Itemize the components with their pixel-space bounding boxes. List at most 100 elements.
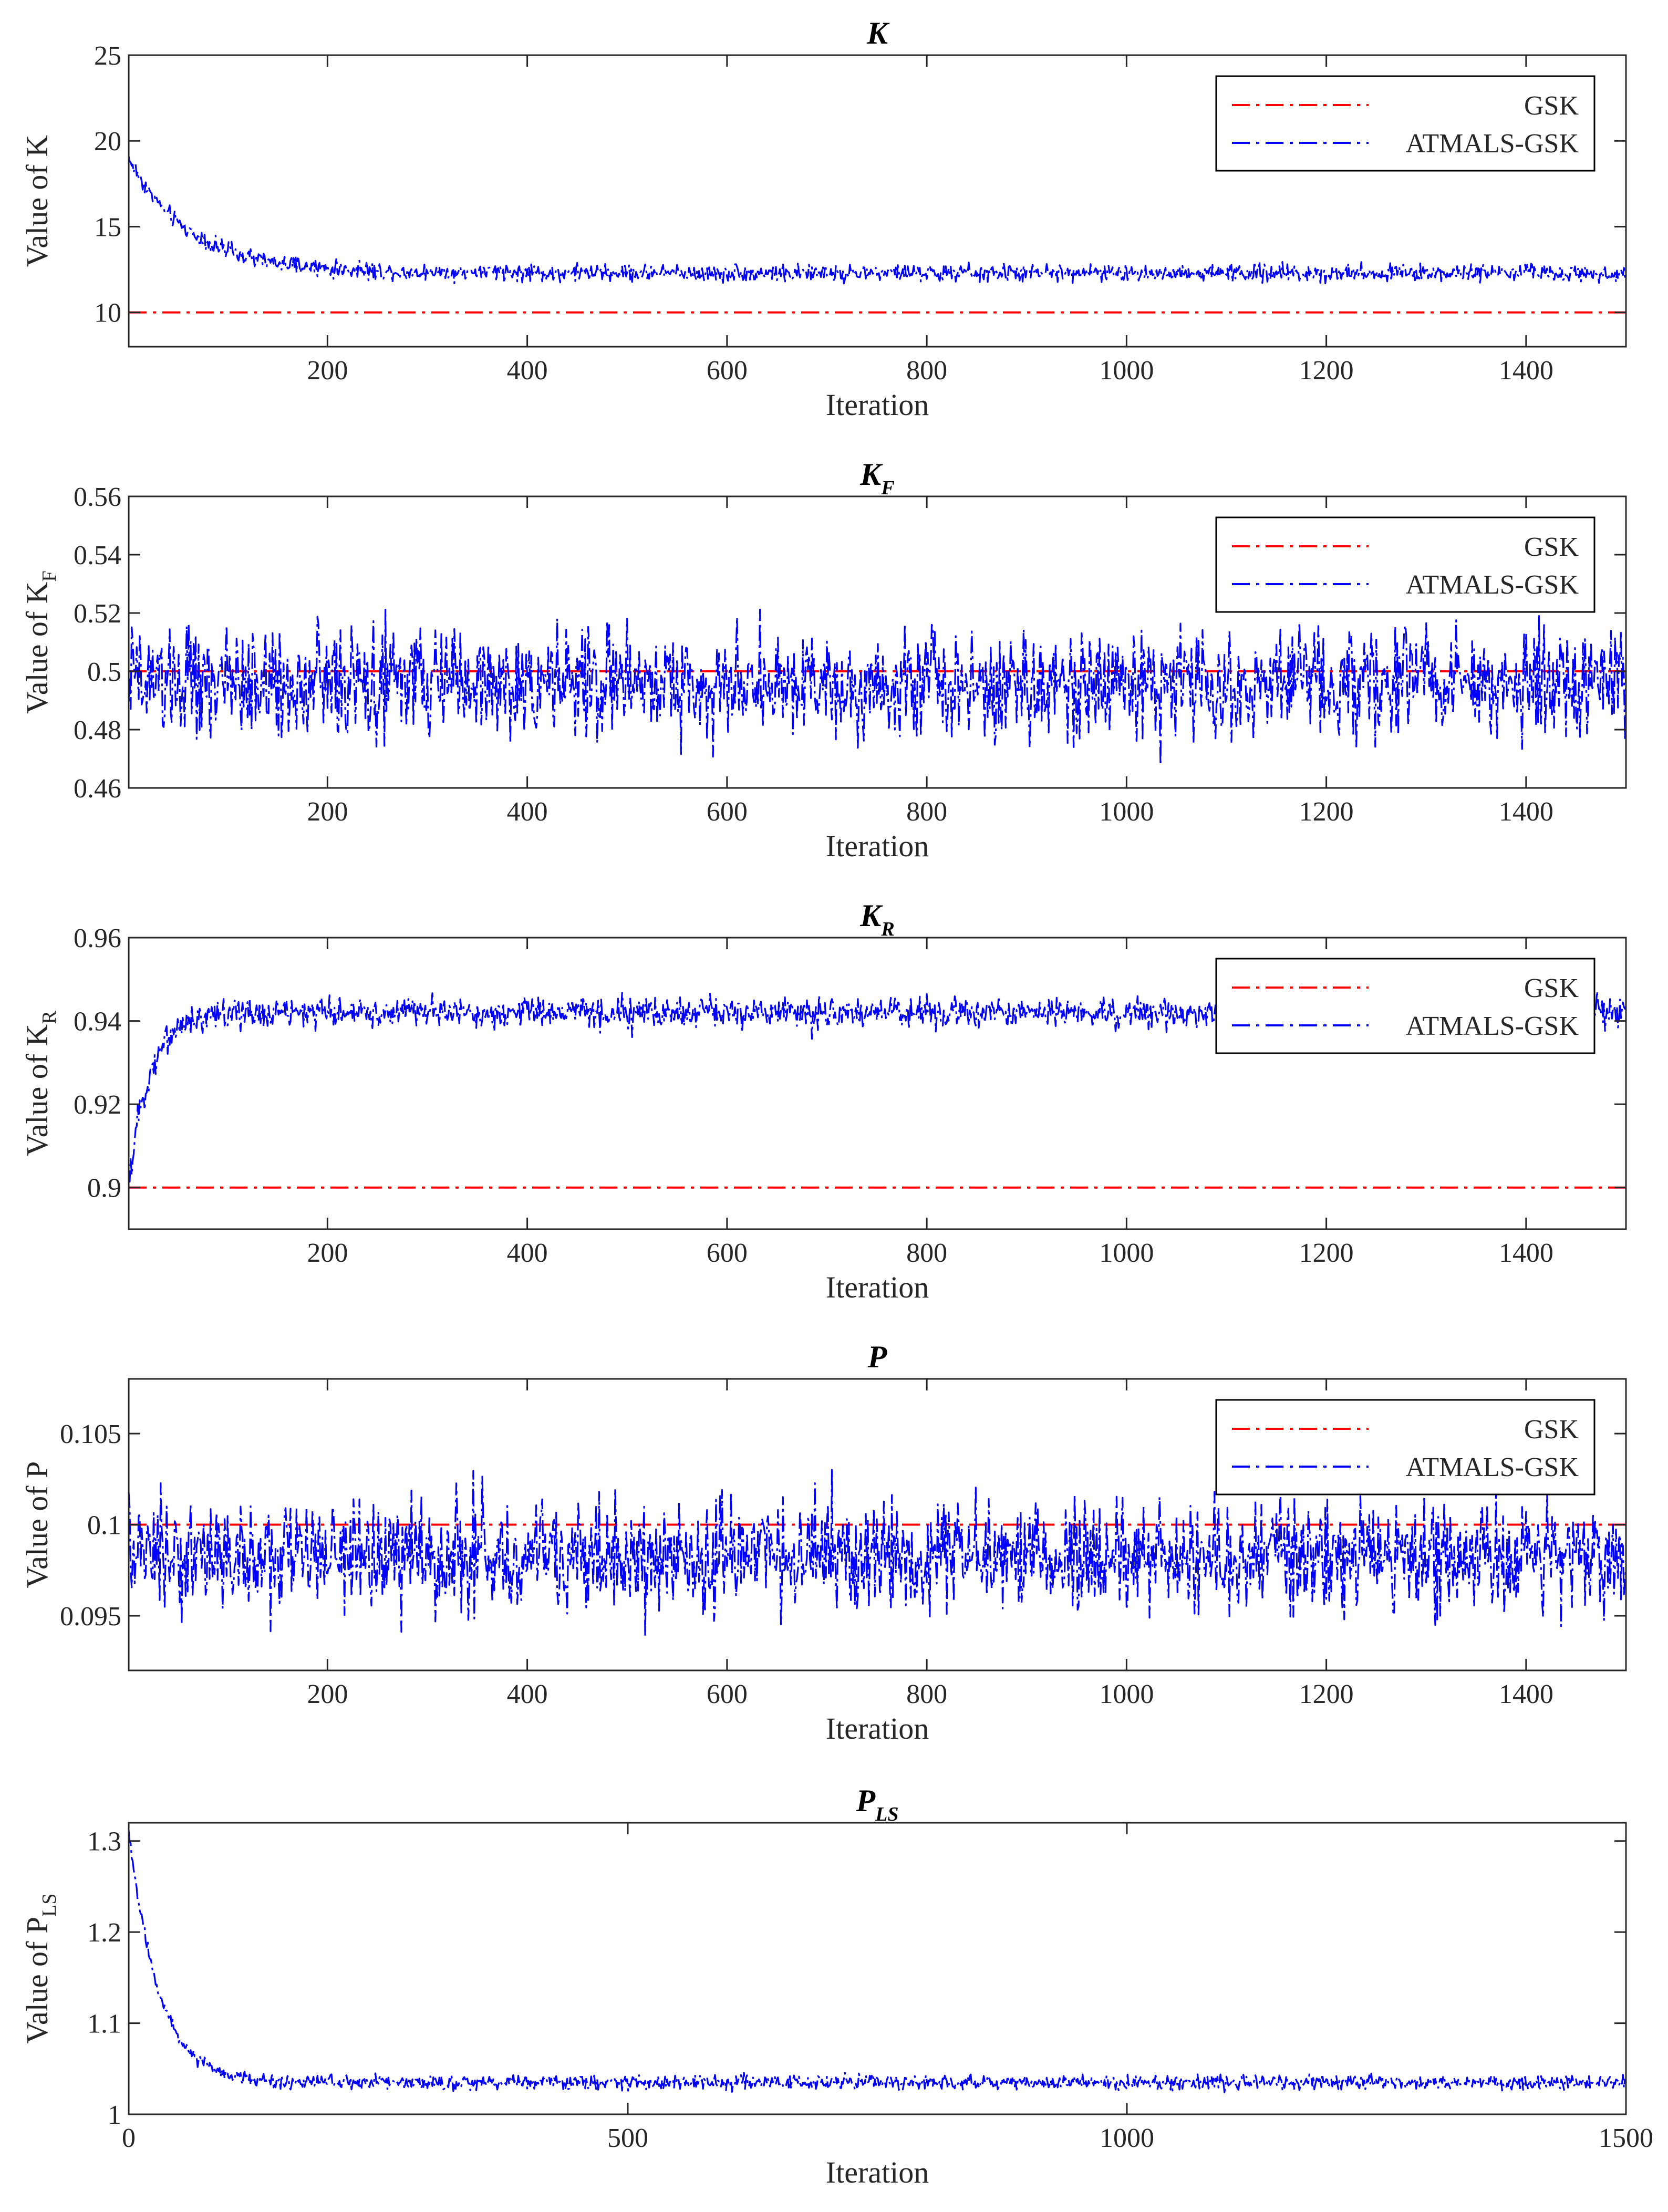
x-axis-label: Iteration: [826, 1270, 929, 1304]
y-tick-label: 1.3: [87, 1827, 121, 1857]
legend-label-gsk: GSK: [1524, 91, 1579, 121]
x-tick-label: 200: [307, 797, 348, 827]
x-axis-label: Iteration: [826, 1711, 929, 1746]
y-axis-label: Value of P: [20, 1461, 54, 1588]
chart-title-subscript: LS: [875, 1803, 898, 1825]
panel-P: P 200 400 600 800 1000 1200 1400 0.095 0.1 0.105 It…: [20, 1339, 1627, 1746]
y-tick-label: 0.52: [74, 599, 121, 629]
plot-frame: [128, 1822, 1627, 2115]
x-tick-label: 200: [307, 356, 348, 386]
x-tick-label: 1200: [1299, 1679, 1354, 1709]
x-tick-label: 1400: [1499, 1238, 1553, 1268]
x-tick-label: 600: [707, 356, 748, 386]
y-tick-label: 0.94: [74, 1007, 121, 1037]
y-axis-label: Value of KR: [20, 1011, 60, 1156]
x-tick-label: 1000: [1099, 1679, 1154, 1709]
x-tick-label: 800: [906, 1238, 947, 1268]
x-axis-label: Iteration: [826, 829, 929, 863]
x-tick-label: 400: [507, 797, 548, 827]
y-tick-label: 1: [108, 2100, 121, 2130]
chart-title: K: [866, 16, 890, 50]
x-tick-label: 1000: [1100, 2123, 1154, 2153]
x-tick-label: 200: [307, 1238, 348, 1268]
legend-label-gsk: GSK: [1524, 532, 1579, 562]
chart-title-subscript: R: [880, 918, 894, 940]
y-axis-label-subscript: LS: [38, 1894, 60, 1917]
panel-KR: KR 200 400 600 800 1000 1200 1400 0.9 0.92 0.94 0.9…: [20, 898, 1627, 1304]
x-tick-label: 400: [507, 356, 548, 386]
x-tick-label: 1200: [1299, 797, 1354, 827]
series-group: [129, 1469, 1626, 1637]
y-axis-label: Value of K: [20, 135, 54, 267]
y-axis-label-subscript: R: [38, 1011, 60, 1024]
chart-title: P: [867, 1339, 888, 1374]
y-tick-label: 10: [94, 298, 121, 328]
legend-box: [1215, 958, 1596, 1054]
y-tick-label: 25: [94, 41, 121, 71]
plot-frame: [128, 937, 1627, 1230]
legend: GSK ATMALS-GSK: [1215, 1399, 1596, 1496]
x-axis-label: Iteration: [826, 2155, 929, 2189]
y-tick-label: 0.48: [74, 715, 121, 745]
y-tick-label: 0.92: [74, 1090, 121, 1120]
x-tick-label: 800: [906, 356, 947, 386]
y-tick-label: 0.56: [74, 482, 121, 512]
y-tick-label: 0.46: [74, 774, 121, 804]
x-tick-label: 600: [707, 1679, 748, 1709]
x-tick-label: 1400: [1499, 797, 1553, 827]
legend-label-atmals: ATMALS-GSK: [1406, 1452, 1579, 1482]
plot-frame: [128, 54, 1627, 348]
y-tick-label: 0.96: [74, 923, 121, 953]
y-tick-label: 0.105: [60, 1419, 121, 1449]
x-tick-label: 1000: [1099, 356, 1154, 386]
x-tick-label: 500: [607, 2123, 648, 2153]
x-tick-label: 400: [507, 1238, 548, 1268]
series-line-atmals-gsk: [129, 1830, 1626, 2093]
y-tick-label: 0.54: [74, 541, 121, 570]
x-tick-label: 1400: [1499, 356, 1553, 386]
y-axis-label: Value of KF: [20, 570, 60, 713]
chart-title: KR: [859, 898, 894, 940]
x-axis-label: Iteration: [826, 388, 929, 422]
series-group: [129, 608, 1626, 766]
y-tick-label: 0.9: [87, 1173, 121, 1203]
series-group: [129, 156, 1626, 314]
y-tick-label: 20: [94, 127, 121, 157]
y-tick-label: 0.5: [87, 657, 121, 687]
chart-title: KF: [859, 457, 894, 499]
x-tick-label: 800: [906, 1679, 947, 1709]
legend-label-gsk: GSK: [1524, 1415, 1579, 1445]
x-tick-label: 1200: [1299, 1238, 1354, 1268]
y-axis-label: Value of PLS: [20, 1894, 60, 2044]
series-group: [129, 1830, 1626, 2093]
x-tick-label: 1500: [1599, 2123, 1653, 2153]
legend-box: [1215, 516, 1596, 613]
chart-title-subscript: F: [880, 477, 894, 499]
x-tick-label: 600: [707, 797, 748, 827]
legend: GSK ATMALS-GSK: [1215, 75, 1596, 172]
y-axis-label-subscript: F: [38, 570, 60, 581]
x-tick-label: 800: [906, 797, 947, 827]
legend: GSK ATMALS-GSK: [1215, 958, 1596, 1054]
panel-PLS: PLS 0 500 1000 1500 1 1.1 1.2 1.3 Iteration Value …: [20, 1783, 1653, 2189]
legend-label-atmals: ATMALS-GSK: [1406, 1011, 1579, 1041]
x-tick-label: 400: [507, 1679, 548, 1709]
legend-label-atmals: ATMALS-GSK: [1406, 570, 1579, 600]
chart-title: PLS: [855, 1783, 898, 1825]
x-tick-label: 200: [307, 1679, 348, 1709]
y-tick-label: 0.1: [87, 1511, 121, 1541]
x-tick-label: 0: [122, 2123, 136, 2153]
y-tick-label: 0.095: [60, 1602, 121, 1632]
x-tick-label: 600: [707, 1238, 748, 1268]
panel-KF: KF 200 400 600 800 1000 1200 1400 0.46 0.48 0.5 0.5…: [20, 457, 1627, 863]
legend-box: [1215, 75, 1596, 172]
x-tick-label: 1000: [1099, 1238, 1154, 1268]
x-tick-label: 1400: [1499, 1679, 1553, 1709]
y-tick-label: 15: [94, 212, 121, 242]
legend: GSK ATMALS-GSK: [1215, 516, 1596, 613]
series-line-atmals-gsk: [129, 608, 1626, 766]
y-tick-label: 1.1: [87, 2009, 121, 2039]
legend-label-atmals: ATMALS-GSK: [1406, 129, 1579, 159]
series-line-atmals-gsk: [129, 156, 1626, 286]
